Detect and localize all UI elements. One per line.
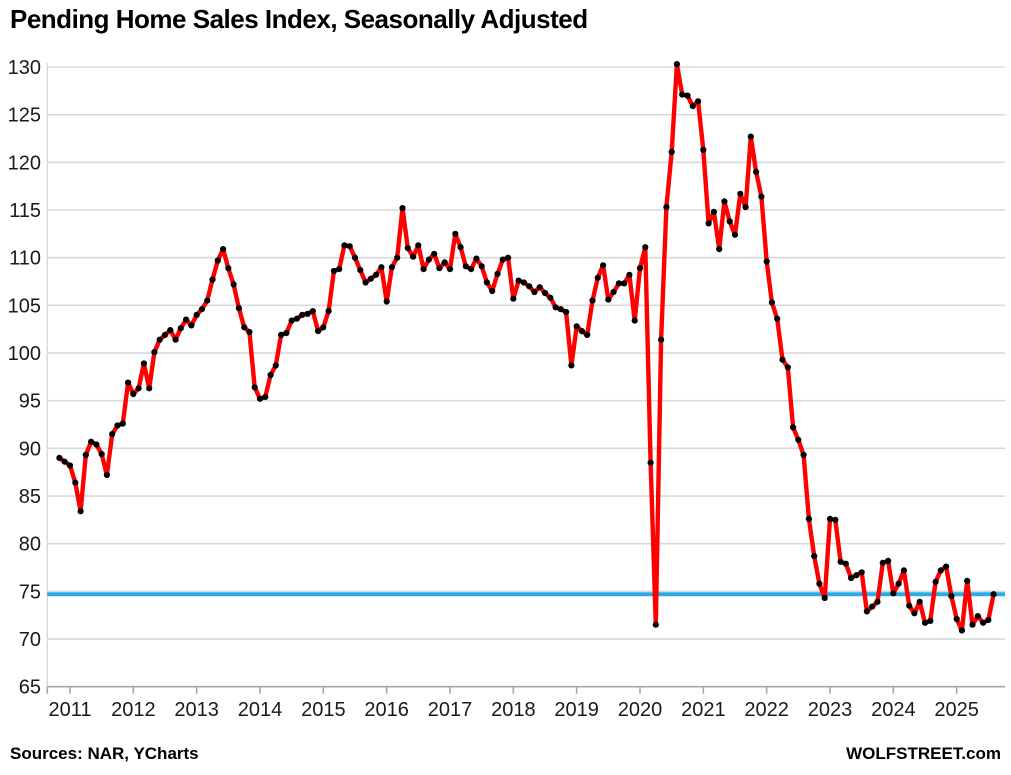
x-tick-label: 2011 — [48, 699, 91, 721]
x-tick-label: 2012 — [111, 699, 156, 721]
x-tick-label: 2017 — [428, 699, 473, 721]
y-tick-label: 115 — [9, 200, 41, 222]
y-tick-label: 130 — [8, 57, 41, 79]
phsi-series-markers — [56, 61, 997, 634]
x-tick-label: 2022 — [744, 699, 789, 721]
y-tick-label: 75 — [19, 581, 41, 603]
x-tick-label: 2021 — [681, 699, 726, 721]
x-tick-label: 2019 — [554, 699, 599, 721]
y-tick-label: 110 — [9, 248, 41, 270]
x-axis-tick-labels: 2011 2012 2013 2014 2015 2016 2017 2018 2019 2020… — [48, 699, 978, 721]
x-tick-label: 2020 — [618, 699, 663, 721]
sources-note: Sources: NAR, YCharts — [10, 744, 199, 763]
x-tick-label: 2014 — [238, 699, 283, 721]
y-axis-tick-labels: 65 70 75 80 85 90 95 100 105 110 115 120 125 130 — [8, 57, 41, 699]
x-tick-label: 2025 — [934, 699, 979, 721]
gridlines — [47, 66, 1005, 640]
x-tick-label: 2023 — [808, 699, 853, 721]
y-tick-label: 105 — [8, 295, 41, 317]
y-tick-label: 95 — [19, 391, 41, 413]
y-tick-label: 80 — [19, 534, 41, 556]
axes — [46, 63, 1005, 694]
y-tick-label: 120 — [8, 152, 41, 174]
wolfstreet-watermark: WOLFSTREET.com — [846, 744, 1001, 763]
x-tick-label: 2024 — [871, 699, 916, 721]
y-tick-label: 65 — [19, 677, 41, 699]
y-tick-label: 90 — [19, 438, 41, 460]
x-tick-label: 2015 — [301, 699, 346, 721]
y-tick-label: 70 — [19, 629, 41, 651]
x-tick-label: 2013 — [174, 699, 219, 721]
y-tick-label: 85 — [19, 486, 41, 508]
chart-title: Pending Home Sales Index, Seasonally Adj… — [10, 4, 588, 34]
x-tick-label: 2016 — [364, 699, 409, 721]
y-tick-label: 125 — [8, 105, 41, 127]
y-tick-label: 100 — [8, 343, 41, 365]
x-tick-label: 2018 — [491, 699, 536, 721]
phsi-series-line — [57, 61, 996, 633]
